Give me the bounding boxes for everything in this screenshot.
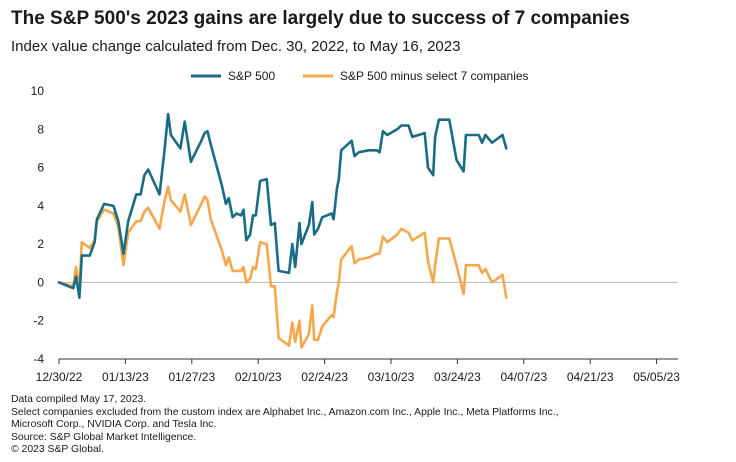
x-tick-label: 02/10/23 — [235, 370, 282, 384]
series-line-sp500-minus-7 — [57, 185, 508, 349]
chart-title: The S&P 500's 2023 gains are largely due… — [11, 8, 630, 29]
series-line-sp500 — [57, 112, 508, 299]
x-tick-label: 03/10/23 — [368, 370, 415, 384]
footnotes: Data compiled May 17, 2023. Select compa… — [11, 394, 559, 457]
y-tick-label: 6 — [37, 161, 44, 175]
x-tick-label: 01/27/23 — [168, 370, 215, 384]
footnote-companies-2: Microsoft Corp., NVIDIA Corp. and Tesla … — [11, 419, 217, 431]
y-axis: 10 8 6 4 2 0 -2 -4 — [31, 84, 678, 366]
legend-label-sp500-minus-7: S&P 500 minus select 7 companies — [340, 69, 529, 83]
legend-label-sp500: S&P 500 — [228, 69, 275, 83]
footnote-companies-1: Select companies excluded from the custo… — [11, 406, 559, 418]
footnote-copyright: © 2023 S&P Global. — [11, 444, 104, 456]
x-tick-label: 01/13/23 — [102, 370, 149, 384]
x-tick-label: 12/30/22 — [36, 370, 83, 384]
x-tick-label: 04/07/23 — [500, 370, 547, 384]
x-tick-label: 05/05/23 — [633, 370, 680, 384]
y-tick-label: 0 — [37, 275, 44, 289]
legend: S&P 500 S&P 500 minus select 7 companies — [191, 69, 529, 83]
y-tick-label: 4 — [37, 199, 44, 213]
series-group — [57, 112, 508, 349]
chart-subtitle: Index value change calculated from Dec. … — [11, 38, 461, 55]
y-tick-label: -2 — [33, 314, 44, 328]
x-tick-label: 04/21/23 — [567, 370, 614, 384]
y-tick-label: -4 — [33, 352, 44, 366]
x-axis: 12/30/22 01/13/23 01/27/23 02/10/23 02/24/23… — [36, 358, 680, 384]
x-tick-label: 03/24/23 — [434, 370, 481, 384]
y-tick-label: 2 — [37, 237, 44, 251]
footnote-date: Data compiled May 17, 2023. — [11, 394, 147, 405]
y-tick-label: 8 — [37, 122, 44, 136]
footnote-source: Source: S&P Global Market Intelligence. — [11, 431, 197, 443]
y-tick-label: 10 — [31, 84, 45, 98]
x-tick-label: 02/24/23 — [301, 370, 348, 384]
